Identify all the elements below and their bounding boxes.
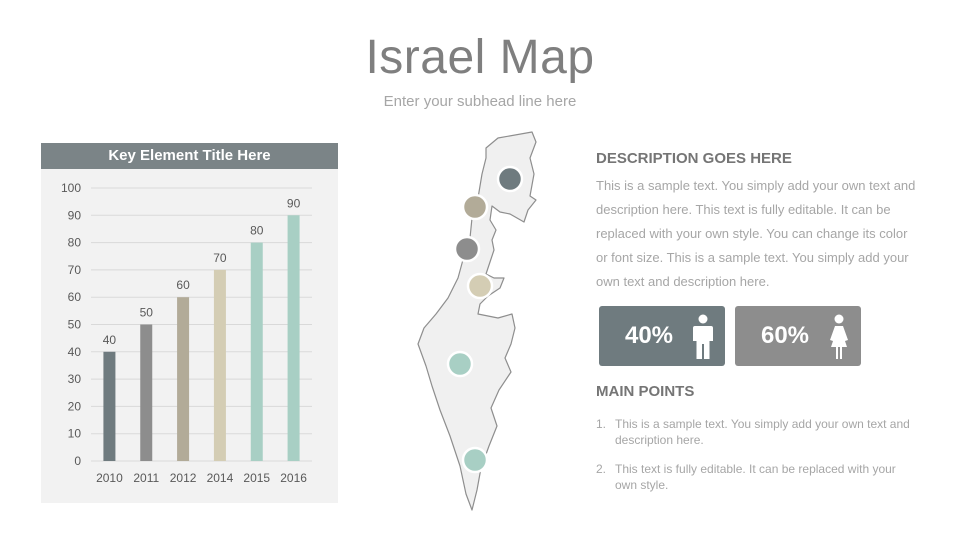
y-tick-label: 70 — [68, 263, 82, 277]
x-tick-label: 2011 — [133, 471, 159, 485]
bar — [140, 324, 153, 461]
bar — [287, 215, 300, 461]
main-points-title: MAIN POINTS — [596, 383, 695, 400]
main-point-item: 1. This is a sample text. You simply add… — [596, 416, 916, 448]
male-stat-box: 40% — [599, 306, 725, 366]
female-person-icon — [830, 314, 848, 359]
israel-map-outline — [417, 131, 537, 511]
data-label: 50 — [140, 306, 154, 320]
main-point-text: This text is fully editable. It can be r… — [615, 462, 896, 492]
bar — [103, 351, 116, 461]
israel-map — [417, 131, 537, 511]
map-marker — [496, 165, 524, 193]
data-label: 90 — [287, 196, 301, 210]
male-stat-value: 40% — [624, 322, 674, 349]
main-point-number: 1. — [596, 417, 607, 431]
y-tick-label: 30 — [68, 372, 82, 386]
data-label: 70 — [213, 251, 227, 265]
female-stat-value: 60% — [760, 322, 810, 349]
map-marker — [466, 272, 494, 300]
description-title: DESCRIPTION GOES HERE — [596, 150, 792, 167]
map-marker — [461, 446, 489, 474]
main-points-list: 1. This is a sample text. You simply add… — [596, 416, 916, 506]
data-label: 40 — [103, 333, 117, 347]
x-tick-label: 2015 — [243, 471, 270, 485]
page-title: Israel Map — [365, 31, 595, 84]
y-tick-label: 10 — [68, 427, 82, 441]
y-tick-label: 40 — [68, 345, 82, 359]
bar — [250, 242, 263, 461]
bar-chart: 0 10 20 30 40 50 60 70 80 90 100 40 2010 50 2011 60 2012… — [61, 181, 312, 485]
data-label: 60 — [176, 278, 190, 292]
map-marker — [461, 193, 489, 221]
y-tick-label: 80 — [68, 236, 82, 250]
y-tick-label: 0 — [74, 454, 81, 468]
chart-title: Key Element Title Here — [41, 143, 338, 169]
x-tick-label: 2010 — [96, 471, 123, 485]
main-point-item: 2. This text is fully editable. It can b… — [596, 461, 916, 493]
description-body: This is a sample text. You simply add yo… — [596, 178, 916, 289]
y-tick-label: 100 — [61, 181, 81, 195]
bar — [177, 297, 190, 461]
y-tick-label: 60 — [68, 290, 82, 304]
x-tick-label: 2012 — [170, 471, 197, 485]
bar — [213, 269, 226, 461]
main-point-number: 2. — [596, 462, 607, 476]
y-tick-label: 90 — [68, 208, 82, 222]
data-label: 80 — [250, 224, 264, 238]
male-person-icon — [693, 314, 713, 359]
y-tick-label: 50 — [68, 318, 82, 332]
main-point-text: This is a sample text. You simply add yo… — [615, 417, 910, 447]
page-subtitle: Enter your subhead line here — [383, 93, 577, 110]
female-stat-box: 60% — [735, 306, 861, 366]
map-marker — [446, 350, 474, 378]
x-tick-label: 2016 — [280, 471, 307, 485]
map-marker — [453, 235, 481, 263]
x-tick-label: 2014 — [207, 471, 234, 485]
y-tick-label: 20 — [68, 399, 82, 413]
